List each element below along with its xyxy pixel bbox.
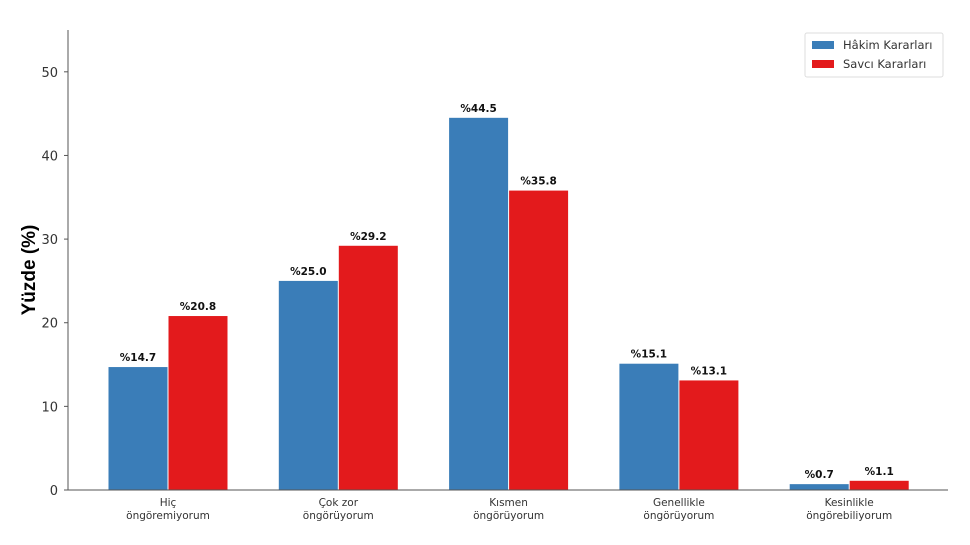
legend-label-hakim: Hâkim Kararları bbox=[843, 38, 932, 52]
bar-savci bbox=[849, 480, 909, 490]
y-tick-label: 0 bbox=[50, 484, 58, 499]
data-label: %0.7 bbox=[805, 469, 834, 481]
x-tick-label: öngörüyorum bbox=[303, 510, 374, 522]
x-tick-label: Hiç bbox=[160, 497, 177, 509]
x-tick-label: öngörüyorum bbox=[473, 510, 544, 522]
bar-savci bbox=[509, 190, 569, 490]
data-label: %44.5 bbox=[460, 103, 496, 115]
data-label: %29.2 bbox=[350, 231, 386, 243]
y-tick-label: 50 bbox=[41, 66, 58, 81]
x-tick-label: Çok zor bbox=[319, 497, 359, 509]
bar-hakim bbox=[108, 367, 168, 490]
bar-hakim bbox=[278, 280, 338, 490]
legend-swatch-savci bbox=[812, 60, 834, 68]
bar-savci bbox=[338, 245, 398, 490]
bar-hakim bbox=[619, 363, 679, 490]
data-label: %13.1 bbox=[691, 365, 727, 377]
x-tick-label: öngörüyorum bbox=[643, 510, 714, 522]
legend: Hâkim Kararları Savcı Kararları bbox=[804, 32, 944, 78]
data-label: %35.8 bbox=[520, 176, 556, 188]
legend-label-savci: Savcı Kararları bbox=[843, 57, 926, 71]
data-label: %1.1 bbox=[865, 466, 894, 478]
data-label: %15.1 bbox=[631, 349, 667, 361]
y-tick-label: 20 bbox=[41, 317, 58, 332]
bar-savci bbox=[679, 380, 739, 490]
x-tick-label: Genellikle bbox=[653, 497, 705, 509]
y-tick-label: 30 bbox=[41, 233, 58, 248]
data-label: %14.7 bbox=[120, 352, 156, 364]
bar-hakim bbox=[789, 484, 849, 490]
y-tick-label: 10 bbox=[41, 400, 58, 415]
y-axis-label: Yüzde (%) bbox=[19, 225, 40, 316]
y-tick-label: 40 bbox=[41, 149, 58, 164]
bar-savci bbox=[168, 316, 228, 490]
x-tick-label: Kesinlikle bbox=[825, 497, 874, 509]
data-label: %25.0 bbox=[290, 266, 326, 278]
x-tick-label: öngöremiyorum bbox=[126, 510, 210, 522]
data-label: %20.8 bbox=[180, 301, 216, 313]
legend-swatch-hakim bbox=[812, 41, 834, 49]
bar-hakim bbox=[449, 117, 509, 491]
x-tick-label: Kısmen bbox=[489, 497, 528, 509]
x-tick-label: öngörebiliyorum bbox=[806, 510, 892, 522]
